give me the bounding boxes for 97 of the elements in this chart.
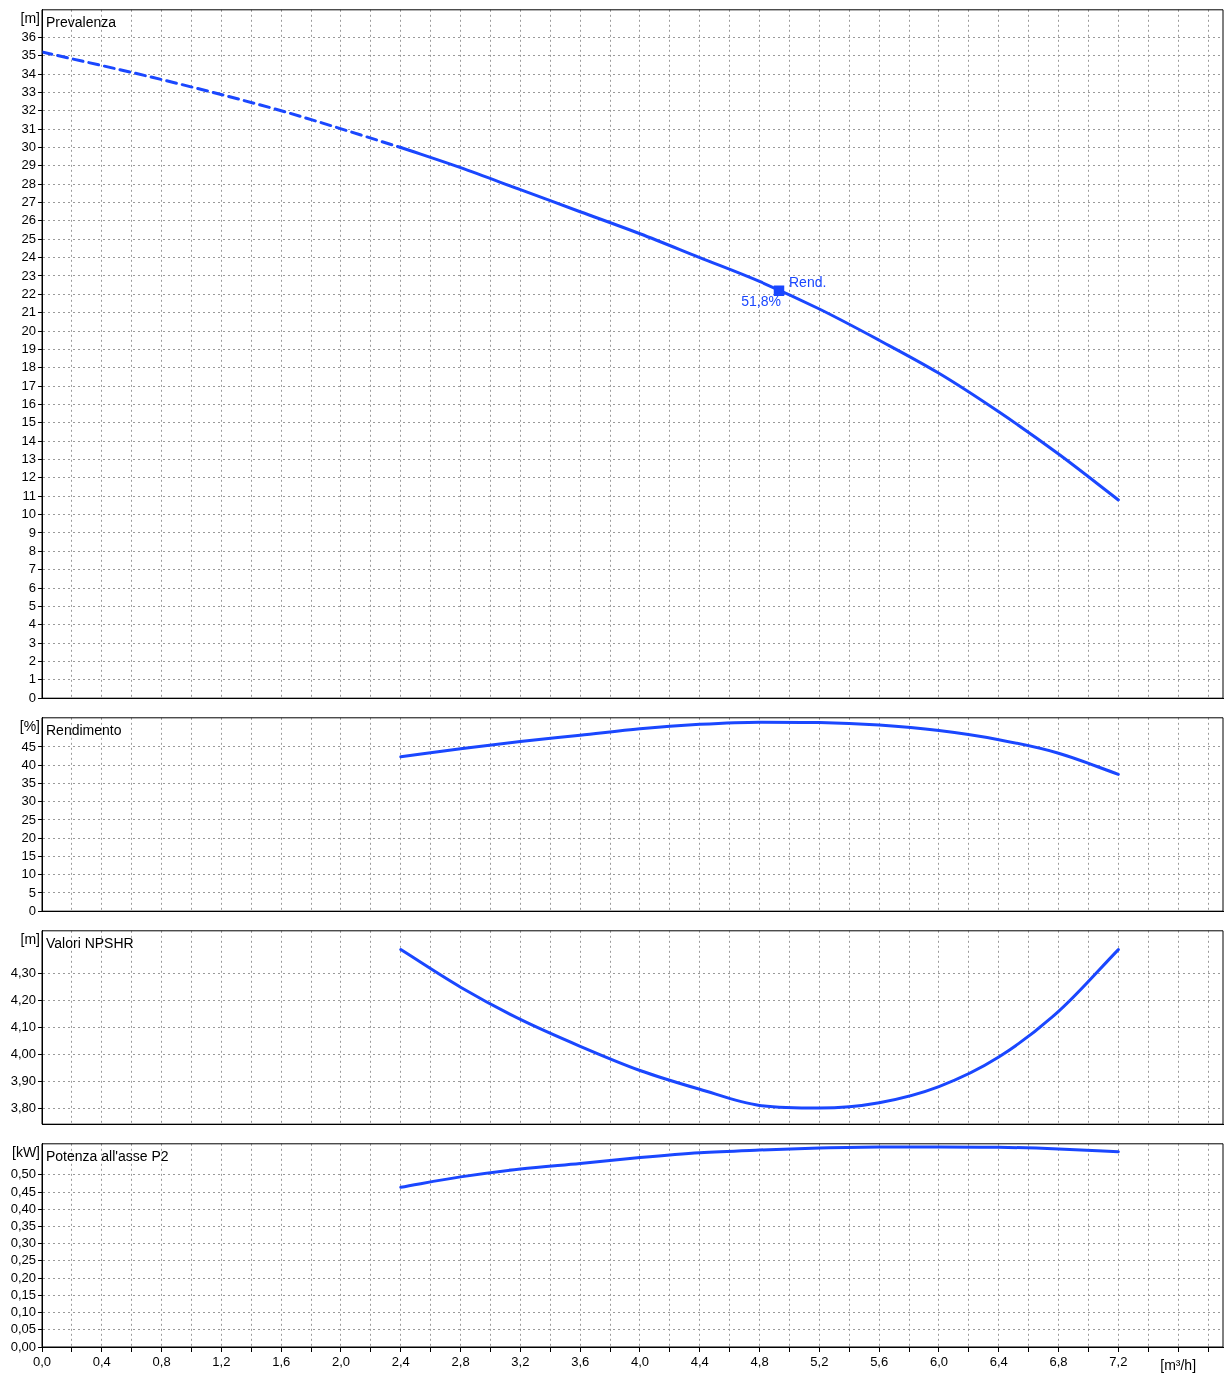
y-tick-label: 40 xyxy=(21,756,36,772)
y-axis-title: [m] xyxy=(20,9,40,26)
y-tick-label: 0,10 xyxy=(10,1304,36,1320)
x-tick-label: 4,4 xyxy=(690,1354,709,1370)
y-tick-label: 35 xyxy=(21,47,36,63)
y-tick-label: 0,15 xyxy=(10,1286,36,1302)
y-tick-label: 0,30 xyxy=(10,1235,36,1251)
x-tick-label: 6,0 xyxy=(929,1354,948,1370)
y-tick-label: 15 xyxy=(21,414,36,430)
y-tick-label: 45 xyxy=(21,738,36,754)
annotation: 51,8% xyxy=(741,292,781,309)
chart-title: Potenza all'asse P2 xyxy=(46,1147,169,1164)
y-tick-label: 9 xyxy=(28,524,36,540)
y-tick-label: 13 xyxy=(21,451,36,467)
y-tick-label: 31 xyxy=(21,120,36,136)
y-tick-label: 2 xyxy=(28,653,36,669)
y-tick-label: 25 xyxy=(21,230,36,246)
line-series xyxy=(399,720,1120,776)
y-tick-label: 0,25 xyxy=(10,1252,36,1268)
x-tick-label: 0,4 xyxy=(92,1354,111,1370)
x-tick-label: 4,8 xyxy=(750,1354,769,1370)
y-tick-label: 0,20 xyxy=(10,1269,36,1285)
y-tick-label: 3,80 xyxy=(10,1099,36,1115)
y-tick-label: 17 xyxy=(21,377,36,393)
y-tick-label: 28 xyxy=(21,175,36,191)
y-tick-label: 33 xyxy=(21,83,36,99)
y-tick-label: 0,40 xyxy=(10,1200,36,1216)
y-tick-label: 4,10 xyxy=(10,1019,36,1035)
y-tick-label: 32 xyxy=(21,102,36,118)
y-tick-label: 22 xyxy=(21,285,36,301)
x-tick-label: 7,2 xyxy=(1109,1354,1128,1370)
y-tick-label: 5 xyxy=(28,884,36,900)
x-tick-label: 3,2 xyxy=(511,1354,530,1370)
y-tick-label: 14 xyxy=(21,432,36,448)
y-tick-label: 10 xyxy=(21,506,36,522)
y-tick-label: 4 xyxy=(28,616,36,632)
x-tick-label: 0,8 xyxy=(152,1354,171,1370)
y-tick-label: 23 xyxy=(21,267,36,283)
x-tick-label: 2,4 xyxy=(391,1354,410,1370)
y-tick-label: 10 xyxy=(21,866,36,882)
x-tick-label: 1,6 xyxy=(272,1354,291,1370)
y-tick-label: 0,50 xyxy=(10,1166,36,1182)
x-tick-label: 0,0 xyxy=(32,1354,52,1370)
y-tick-label: 11 xyxy=(22,487,36,503)
x-tick-label: 4,0 xyxy=(630,1354,650,1370)
y-tick-label: 20 xyxy=(21,322,36,338)
y-tick-label: 0,05 xyxy=(10,1321,36,1337)
y-tick-label: 7 xyxy=(28,561,36,577)
y-tick-label: 0 xyxy=(28,689,36,705)
y-tick-label: 18 xyxy=(21,359,36,375)
y-tick-label: 3,90 xyxy=(10,1072,36,1088)
y-tick-label: 5 xyxy=(28,597,36,613)
x-tick-label: 2,8 xyxy=(451,1354,470,1370)
x-tick-label: 3,6 xyxy=(571,1354,590,1370)
y-tick-label: 25 xyxy=(21,811,36,827)
y-tick-label: 0 xyxy=(28,902,36,918)
y-tick-label: 26 xyxy=(21,212,36,228)
x-tick-label: 5,6 xyxy=(870,1354,889,1370)
y-tick-label: 16 xyxy=(21,396,36,412)
annotation: Rend. xyxy=(789,273,827,290)
y-tick-label: 4,00 xyxy=(10,1045,36,1061)
x-tick-label: 6,4 xyxy=(989,1354,1008,1370)
y-tick-label: 3 xyxy=(28,634,36,650)
y-tick-label: 4,20 xyxy=(10,992,36,1008)
y-tick-label: 19 xyxy=(21,340,36,356)
y-tick-label: 30 xyxy=(21,139,36,155)
y-axis-title: [kW] xyxy=(12,1143,40,1160)
chart-title: Prevalenza xyxy=(46,13,117,30)
y-tick-label: 35 xyxy=(21,775,36,791)
x-tick-label: 5,2 xyxy=(810,1354,829,1370)
y-tick-label: 0,00 xyxy=(10,1338,36,1354)
y-tick-label: 36 xyxy=(21,28,36,44)
y-tick-label: 4,30 xyxy=(10,965,36,981)
x-tick-label: 2,0 xyxy=(331,1354,351,1370)
y-tick-label: 12 xyxy=(21,469,36,485)
y-tick-label: 20 xyxy=(21,829,36,845)
x-axis-title: [m³/h] xyxy=(1160,1356,1197,1373)
y-tick-label: 29 xyxy=(21,157,36,173)
y-tick-label: 27 xyxy=(21,194,36,210)
y-tick-label: 0,45 xyxy=(10,1183,36,1199)
y-axis-title: [%] xyxy=(19,717,40,734)
y-tick-label: 0,35 xyxy=(10,1218,36,1234)
y-tick-label: 34 xyxy=(21,65,36,81)
chart-title: Rendimento xyxy=(46,721,122,738)
y-tick-label: 1 xyxy=(28,671,36,687)
y-tick-label: 6 xyxy=(28,579,36,595)
line-series xyxy=(399,1145,1120,1189)
y-tick-label: 8 xyxy=(28,542,36,558)
chart-title: Valori NPSHR xyxy=(46,934,134,951)
line-series xyxy=(399,948,1120,1110)
x-tick-label: 1,2 xyxy=(212,1354,231,1370)
y-tick-label: 30 xyxy=(21,793,36,809)
y-axis-title: [m] xyxy=(20,930,40,947)
x-tick-label: 6,8 xyxy=(1049,1354,1068,1370)
y-tick-label: 15 xyxy=(21,848,36,864)
y-tick-label: 21 xyxy=(21,304,36,320)
y-tick-label: 24 xyxy=(21,249,36,265)
